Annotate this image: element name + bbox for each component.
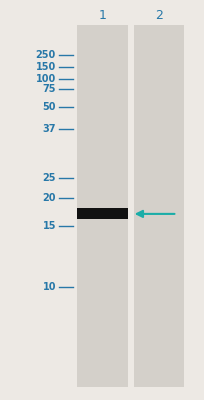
Bar	[77, 25, 127, 387]
Bar	[77, 208, 127, 220]
Text: 75: 75	[42, 84, 56, 94]
Text: 10: 10	[42, 282, 56, 292]
Text: 50: 50	[42, 102, 56, 112]
Text: 250: 250	[35, 50, 56, 60]
Text: 37: 37	[42, 124, 56, 134]
Text: 25: 25	[42, 173, 56, 183]
Text: 2: 2	[154, 9, 162, 22]
Text: 15: 15	[42, 221, 56, 231]
Text: 150: 150	[35, 62, 56, 72]
Text: 100: 100	[35, 74, 56, 84]
Text: 20: 20	[42, 193, 56, 203]
Text: 1: 1	[98, 9, 106, 22]
Bar	[133, 25, 184, 387]
